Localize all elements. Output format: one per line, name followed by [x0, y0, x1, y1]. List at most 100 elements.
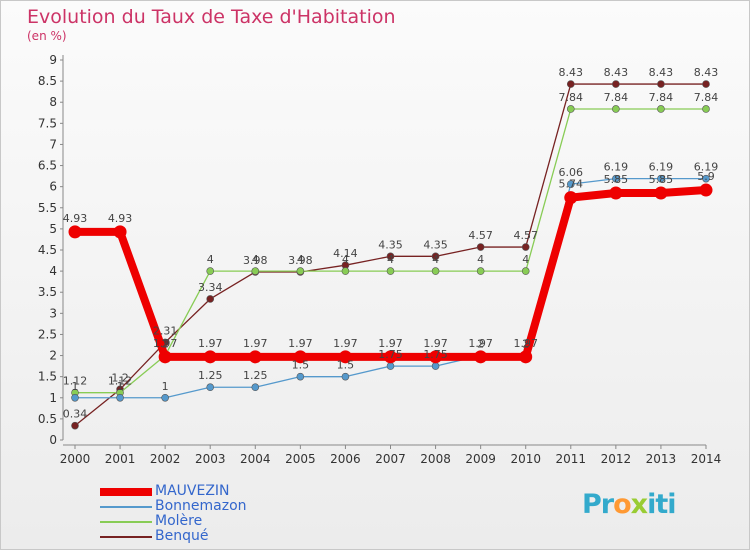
- y-tick-label: 9: [49, 53, 57, 67]
- data-label: 0.34: [63, 408, 88, 421]
- data-point: [566, 105, 575, 113]
- data-point: [431, 362, 440, 370]
- data-label: 1.25: [198, 369, 223, 382]
- data-point: [657, 174, 665, 183]
- data-point: [657, 80, 665, 88]
- data-label: 7.84: [649, 91, 674, 104]
- data-label: 4.14: [333, 247, 358, 260]
- x-tick-label: 2000: [60, 452, 91, 466]
- data-label: 4.57: [468, 229, 493, 242]
- x-tick-label: 2006: [330, 452, 361, 466]
- data-point: [386, 267, 395, 275]
- data-label: 8.43: [694, 66, 719, 79]
- data-point: [474, 350, 488, 364]
- data-label: 1.75: [423, 348, 448, 361]
- data-point: [161, 393, 169, 402]
- data-point: [431, 252, 440, 261]
- data-point: [702, 174, 710, 183]
- x-tick-label: 2003: [195, 452, 226, 466]
- data-label: 4.93: [63, 212, 88, 225]
- data-point: [476, 243, 485, 251]
- y-tick-label: 0: [49, 433, 57, 447]
- data-point: [521, 243, 530, 251]
- y-tick-label: 7.5: [38, 116, 57, 130]
- y-tick-label: 8.5: [38, 74, 57, 88]
- x-tick-label: 2007: [375, 452, 406, 466]
- data-label: 4: [387, 253, 394, 266]
- data-label: 7.84: [559, 91, 584, 104]
- data-point: [158, 350, 172, 364]
- legend-swatch: [100, 488, 152, 496]
- y-tick-label: 1.5: [38, 370, 57, 384]
- chart-subtitle: (en %): [27, 29, 67, 43]
- data-label: 1.25: [243, 369, 268, 382]
- x-tick-label: 2002: [150, 452, 181, 466]
- data-label: 4: [432, 253, 439, 266]
- data-label: 7.84: [694, 91, 719, 104]
- x-tick-label: 2011: [556, 452, 587, 466]
- data-label: 4: [252, 253, 259, 266]
- y-tick-label: 5.5: [38, 201, 57, 215]
- data-point: [429, 350, 443, 364]
- data-label: 4: [477, 253, 484, 266]
- data-point: [386, 362, 395, 370]
- data-label: 3.98: [288, 254, 313, 267]
- data-label: 2: [522, 338, 529, 351]
- data-label: 1.12: [63, 375, 88, 388]
- data-label: 1.97: [198, 337, 223, 350]
- data-point: [612, 80, 620, 88]
- data-label: 1: [162, 380, 169, 393]
- data-label: 1: [72, 380, 79, 393]
- x-tick-label: 2012: [601, 452, 632, 466]
- logo-part: iti: [647, 489, 676, 520]
- data-point: [296, 372, 305, 381]
- y-tick-label: 4: [49, 264, 57, 278]
- legend-swatch: [100, 521, 152, 523]
- data-point: [338, 350, 352, 364]
- y-tick-label: 6.5: [38, 159, 57, 173]
- x-tick-label: 2010: [510, 452, 541, 466]
- x-tick-label: 2013: [646, 452, 677, 466]
- x-tick-label: 2005: [285, 452, 316, 466]
- data-point: [116, 393, 124, 402]
- y-tick-label: 2: [49, 349, 57, 363]
- data-point: [386, 252, 395, 261]
- x-tick-label: 2014: [691, 452, 722, 466]
- data-point: [203, 350, 217, 364]
- data-point: [341, 267, 350, 275]
- data-label: 1.75: [378, 348, 403, 361]
- x-tick-label: 2008: [420, 452, 451, 466]
- chart-title: Evolution du Taux de Taxe d'Habitation: [27, 6, 396, 28]
- data-label: 6.19: [649, 161, 674, 174]
- data-point: [68, 225, 82, 239]
- data-point: [251, 383, 260, 392]
- data-label: 8.43: [559, 66, 584, 79]
- legend-swatch: [100, 506, 152, 508]
- legend-label: Benqué: [155, 528, 209, 544]
- data-point: [612, 174, 620, 183]
- data-label: 1.97: [468, 337, 493, 350]
- y-tick-label: 6: [49, 180, 57, 194]
- data-label: 8.43: [604, 66, 629, 79]
- y-tick-label: 4.5: [38, 243, 57, 257]
- data-label: 4: [207, 253, 214, 266]
- x-tick-label: 2009: [465, 452, 496, 466]
- data-label: 1.97: [288, 337, 313, 350]
- data-point: [566, 180, 575, 188]
- y-tick-label: 3.5: [38, 285, 57, 299]
- data-label: 2.31: [153, 324, 178, 337]
- data-label: 2: [162, 338, 169, 351]
- data-point: [702, 80, 710, 88]
- data-point: [206, 295, 215, 303]
- data-point: [609, 186, 623, 200]
- logo-part: x: [630, 489, 648, 520]
- data-point: [71, 393, 79, 402]
- data-label: 4.93: [108, 212, 133, 225]
- data-label: 3.34: [198, 281, 223, 294]
- x-tick-label: 2004: [240, 452, 271, 466]
- logo-part: Pr: [582, 489, 614, 520]
- data-point: [519, 350, 533, 364]
- data-label: 2: [477, 338, 484, 351]
- data-point: [476, 267, 485, 275]
